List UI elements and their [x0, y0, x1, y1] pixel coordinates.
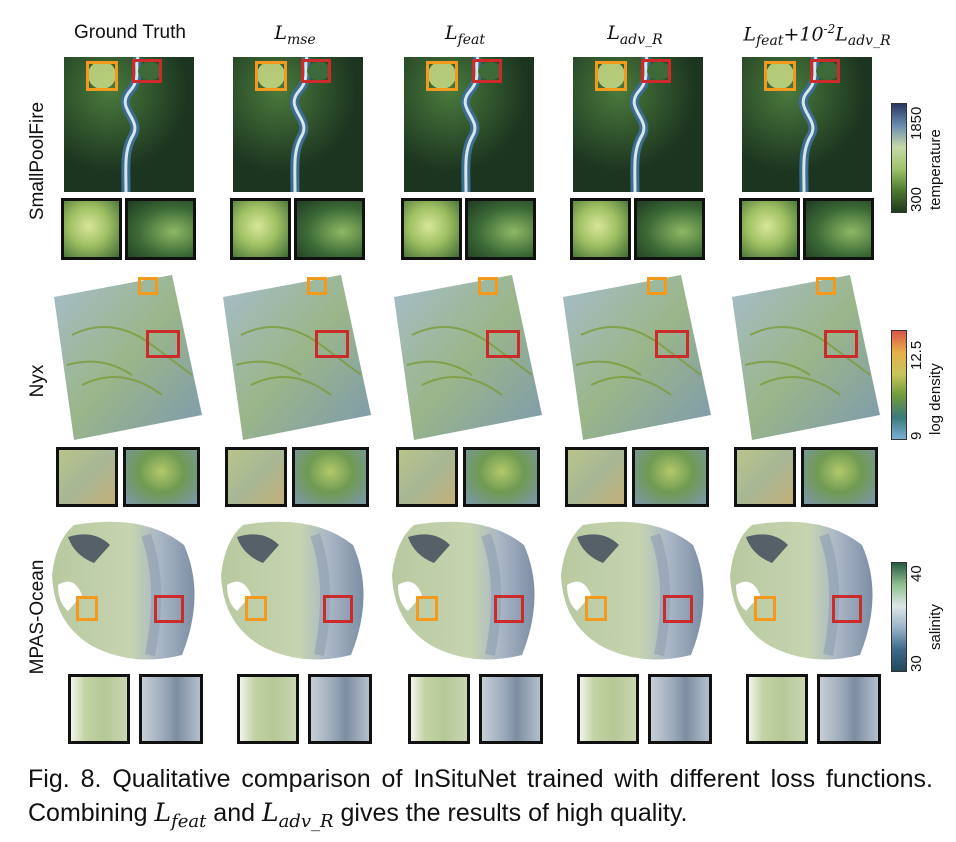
ocean-render-0 [34, 515, 204, 665]
colorbar-salinity-title: salinity [927, 604, 944, 650]
col-header-feat-adv: Lfeat+10-2Ladv_R [743, 22, 891, 50]
ocean-box-orange-0 [76, 596, 98, 621]
fire-zoom-orange-0 [61, 198, 122, 260]
fire-zoom-red-2 [465, 198, 536, 260]
ocean-box-red-1 [323, 595, 353, 623]
fire-zoom-orange-3 [570, 198, 631, 260]
colorbar-log-density-min: 9 [908, 431, 925, 440]
ocean-zoom-orange-2 [408, 674, 470, 744]
nyx-zoom-red-4 [801, 447, 878, 507]
nyx-render-2 [392, 275, 542, 440]
ocean-box-orange-3 [585, 596, 607, 621]
nyx-render-4 [730, 275, 880, 440]
col-header-ground-truth: Ground Truth [74, 22, 186, 43]
fire-zoom-orange-4 [739, 198, 800, 260]
colorbar-temperature-max: 1850 [908, 106, 925, 140]
nyx-zoom-orange-2 [396, 447, 458, 507]
nyx-render-0 [52, 275, 202, 440]
ocean-zoom-orange-3 [577, 674, 639, 744]
nyx-zoom-orange-3 [565, 447, 627, 507]
ocean-zoom-red-3 [648, 674, 712, 744]
col-header-mse: Lmse [274, 22, 316, 48]
ocean-render-3 [543, 515, 713, 665]
fire-render-4 [742, 57, 872, 192]
ocean-box-orange-1 [245, 596, 267, 621]
colorbar-temperature-min: 300 [908, 186, 925, 212]
nyx-render-1 [221, 275, 371, 440]
ocean-box-orange-2 [416, 596, 438, 621]
nyx-zoom-red-1 [292, 447, 369, 507]
ocean-box-red-0 [154, 595, 184, 623]
fire-render-2 [404, 57, 534, 192]
ocean-box-orange-4 [754, 596, 776, 621]
nyx-zoom-red-0 [123, 447, 200, 507]
fire-zoom-orange-1 [230, 198, 291, 260]
ocean-zoom-orange-4 [746, 674, 808, 744]
ocean-zoom-red-1 [308, 674, 372, 744]
fire-render-0 [64, 57, 194, 192]
nyx-zoom-orange-4 [734, 447, 796, 507]
colorbar-log-density-title: log density [927, 363, 944, 435]
ocean-zoom-red-0 [139, 674, 203, 744]
figure-caption: Fig. 8. Qualitative comparison of InSitu… [28, 765, 933, 832]
col-header-feat: Lfeat [444, 22, 486, 48]
colorbar-temperature [891, 103, 907, 213]
ocean-render-2 [374, 515, 544, 665]
nyx-render-3 [561, 275, 711, 440]
row-label-smallpoolfire: SmallPoolFire [27, 101, 48, 221]
nyx-zoom-orange-1 [225, 447, 287, 507]
ocean-zoom-red-4 [817, 674, 881, 744]
colorbar-log-density-max: 12.5 [908, 340, 925, 370]
col-header-adv: Ladv_R [607, 22, 663, 48]
ocean-zoom-orange-1 [237, 674, 299, 744]
ocean-box-red-2 [494, 595, 524, 623]
row-label-nyx: Nyx [27, 364, 48, 398]
colorbar-salinity [891, 562, 907, 672]
colorbar-salinity-max: 40 [908, 565, 925, 582]
fire-zoom-red-0 [125, 198, 196, 260]
colorbar-temperature-title: temperature [927, 129, 944, 210]
nyx-zoom-orange-0 [56, 447, 118, 507]
ocean-box-red-3 [663, 595, 693, 623]
ocean-zoom-red-2 [479, 674, 543, 744]
fire-render-3 [573, 57, 703, 192]
colorbar-log-density [891, 330, 907, 440]
ocean-zoom-orange-0 [68, 674, 130, 744]
ocean-render-4 [712, 515, 882, 665]
fire-zoom-red-3 [634, 198, 705, 260]
colorbar-salinity-min: 30 [908, 655, 925, 672]
fire-zoom-orange-2 [401, 198, 462, 260]
nyx-zoom-red-3 [632, 447, 709, 507]
fire-zoom-red-1 [294, 198, 365, 260]
fire-zoom-red-4 [803, 198, 874, 260]
ocean-render-1 [203, 515, 373, 665]
ocean-box-red-4 [832, 595, 862, 623]
fire-render-1 [233, 57, 363, 192]
nyx-zoom-red-2 [463, 447, 540, 507]
